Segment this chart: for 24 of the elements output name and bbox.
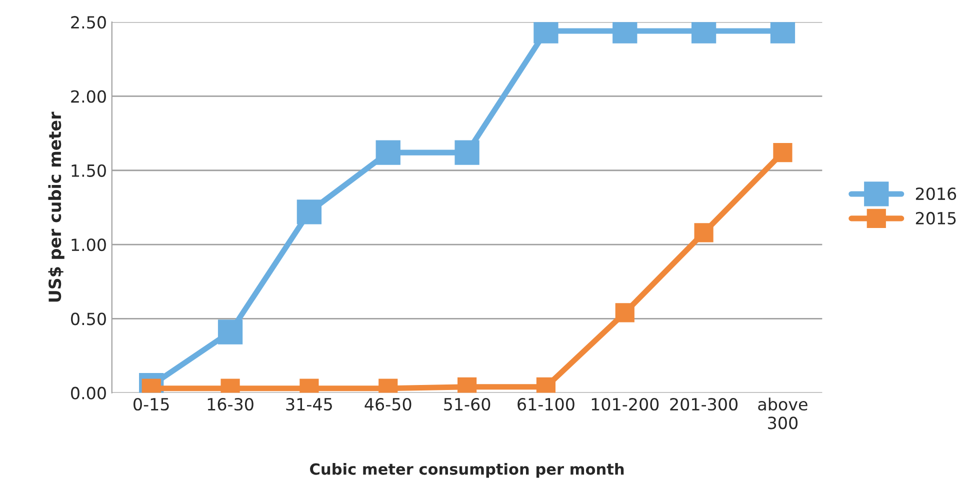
- x-tick-label: 0-15: [134, 398, 169, 411]
- x-tick-label: 31-45: [286, 398, 332, 411]
- x-tick-label: 16-30: [208, 398, 254, 411]
- x-tick-label: 46-50: [364, 398, 412, 411]
- point: [376, 140, 400, 165]
- y-tick-label: 2.50: [71, 16, 106, 29]
- point: [454, 140, 480, 165]
- y-tick-label: 1.50: [72, 164, 106, 177]
- point: [296, 200, 322, 224]
- x-axis-title: Cubic meter consumption per month: [310, 463, 624, 478]
- x-tick-label: 51-60: [444, 398, 490, 411]
- x-tick-label: 201-300: [670, 398, 738, 411]
- legend-label: 2015: [916, 212, 956, 225]
- legend-label: 2016: [916, 187, 956, 200]
- x-tick-label: above 300: [758, 398, 808, 430]
- y-tick-label: 1.00: [72, 238, 106, 252]
- y-tick-label: 2.00: [71, 90, 106, 103]
- y-axis-title: US$ per cubic meter: [48, 112, 64, 302]
- y-tick-label: 0.50: [71, 312, 106, 326]
- point: [694, 223, 714, 242]
- x-tick-label: 101-200: [592, 398, 659, 411]
- point: [773, 143, 792, 162]
- x-tick-label: 61-100: [518, 398, 574, 411]
- y-tick-label: 0.00: [71, 386, 106, 400]
